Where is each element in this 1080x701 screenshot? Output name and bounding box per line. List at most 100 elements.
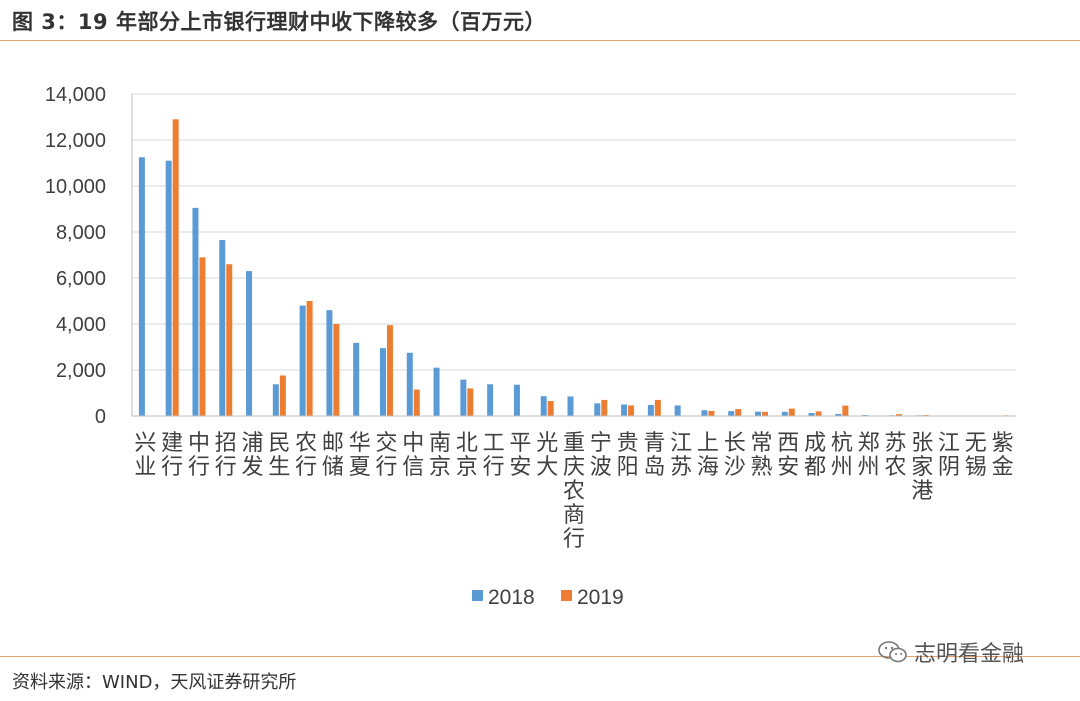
- bar-2019: [762, 411, 769, 416]
- x-category-label: 兴业: [134, 431, 156, 480]
- bar-2018: [165, 160, 172, 416]
- x-category-label: 邮储: [322, 431, 344, 480]
- bar-2018: [460, 379, 467, 416]
- bar-2019: [628, 405, 635, 416]
- bar-2019: [547, 401, 554, 416]
- x-category-label: 中信: [402, 431, 424, 480]
- legend-label-2018: 2018: [488, 586, 535, 609]
- x-category-label: 上海: [697, 431, 719, 480]
- bar-2019: [226, 264, 233, 416]
- bar-2018: [433, 367, 440, 416]
- y-tick-label: 8,000: [56, 222, 106, 244]
- x-category-label: 南京: [429, 431, 451, 480]
- source-note: 资料来源：WIND，天风证券研究所: [12, 672, 297, 693]
- bar-2018: [272, 384, 279, 416]
- bar-2019: [413, 389, 420, 416]
- x-category-label: 华夏: [349, 431, 371, 480]
- y-tick-label: 14,000: [45, 84, 106, 106]
- bar-2018: [326, 310, 333, 416]
- x-category-label: 北京: [456, 431, 478, 480]
- legend: 2018 2019: [472, 586, 624, 609]
- header-rule: [0, 40, 1080, 41]
- y-tick-label: 4,000: [56, 314, 106, 336]
- bar-2018: [192, 207, 199, 416]
- watermark-text: 志明看金融: [914, 642, 1025, 667]
- x-category-label: 郑州: [858, 431, 880, 480]
- x-category-label: 工行: [483, 431, 505, 480]
- bar-2018: [219, 240, 226, 416]
- x-category-label: 江阴: [938, 431, 960, 480]
- x-category-label: 重庆农商行: [563, 431, 585, 552]
- bar-2019: [172, 119, 179, 417]
- bar-2019: [815, 411, 822, 416]
- bar-2019: [654, 399, 661, 416]
- chart-title: 图 3：19 年部分上市银行理财中收下降较多（百万元）: [12, 10, 546, 34]
- x-category-label: 长沙: [724, 431, 746, 480]
- bar-2019: [601, 399, 608, 416]
- bars: [138, 119, 1010, 417]
- bar-2019: [735, 409, 742, 416]
- bar-2018: [379, 348, 386, 416]
- bar-2018: [594, 403, 601, 416]
- x-category-label: 紫金: [992, 431, 1014, 480]
- x-category-label: 宁波: [590, 431, 612, 480]
- x-category-label: 中行: [188, 431, 210, 480]
- y-tick-label: 12,000: [45, 130, 106, 152]
- legend-swatch-2018: [472, 590, 483, 601]
- bar-2019: [279, 375, 286, 416]
- x-category-label: 招行: [215, 431, 237, 480]
- bar-2019: [386, 325, 393, 416]
- bar-2018: [781, 411, 788, 416]
- bar-2018: [299, 305, 306, 416]
- bar-2018: [755, 411, 762, 416]
- bar-2018: [701, 410, 708, 416]
- y-tick-label: 2,000: [56, 360, 106, 382]
- x-category-label: 杭州: [831, 431, 853, 480]
- bar-2019: [708, 410, 715, 416]
- bar-2019: [306, 301, 313, 416]
- wechat-icon: [878, 641, 907, 663]
- x-category-label: 青岛: [643, 431, 665, 480]
- y-axis: 0 2,000 4,000 6,000 8,000 10,000 12,000 14,000: [45, 84, 133, 428]
- y-tick-label: 6,000: [56, 268, 106, 290]
- bar-2018: [353, 342, 360, 416]
- bar-2019: [895, 414, 902, 416]
- bar-2018: [406, 352, 413, 416]
- x-category-label: 建行: [161, 431, 183, 480]
- bar-2018: [674, 405, 681, 416]
- bar-2018: [567, 396, 574, 416]
- legend-label-2019: 2019: [577, 586, 624, 609]
- bar-2018: [513, 384, 520, 416]
- bar-2019: [788, 408, 795, 416]
- x-category-label: 苏农: [884, 431, 906, 480]
- bar-2019: [467, 388, 474, 416]
- x-category-label: 浦发: [242, 431, 264, 480]
- x-category-label: 成都: [804, 431, 826, 480]
- footer-rule: [0, 656, 1080, 657]
- bar-2018: [487, 384, 494, 416]
- bar-2018: [138, 157, 145, 416]
- bar-2018: [621, 404, 628, 416]
- x-category-label: 西安: [777, 431, 799, 480]
- legend-swatch-2019: [561, 590, 572, 601]
- bar-chart: 02,0004,0006,0008,00010,00012,00014,000 …: [45, 84, 1016, 609]
- x-category-label: 平安: [509, 431, 531, 480]
- grid-lines: [132, 93, 1016, 371]
- bar-2018: [808, 413, 815, 416]
- watermark: 志明看金融: [878, 636, 1024, 668]
- bar-2018: [246, 271, 253, 416]
- y-tick-label: 0: [95, 406, 106, 428]
- y-tick-label: 10,000: [45, 176, 106, 198]
- x-category-label: 无锡: [965, 431, 987, 480]
- bar-2019: [333, 324, 340, 416]
- x-category-label: 贵阳: [617, 431, 639, 480]
- bar-2018: [540, 396, 547, 416]
- bar-2019: [199, 257, 206, 416]
- x-axis: 兴业建行中行招行浦发民生农行邮储华夏交行中信南京北京工行平安光大重庆农商行宁波贵…: [132, 415, 1016, 552]
- x-category-label: 民生: [268, 431, 290, 480]
- x-category-label: 张家港: [911, 431, 933, 504]
- bar-2019: [842, 405, 849, 416]
- bar-2018: [835, 413, 842, 416]
- x-category-label: 江苏: [670, 431, 692, 480]
- x-category-label: 农行: [295, 431, 317, 480]
